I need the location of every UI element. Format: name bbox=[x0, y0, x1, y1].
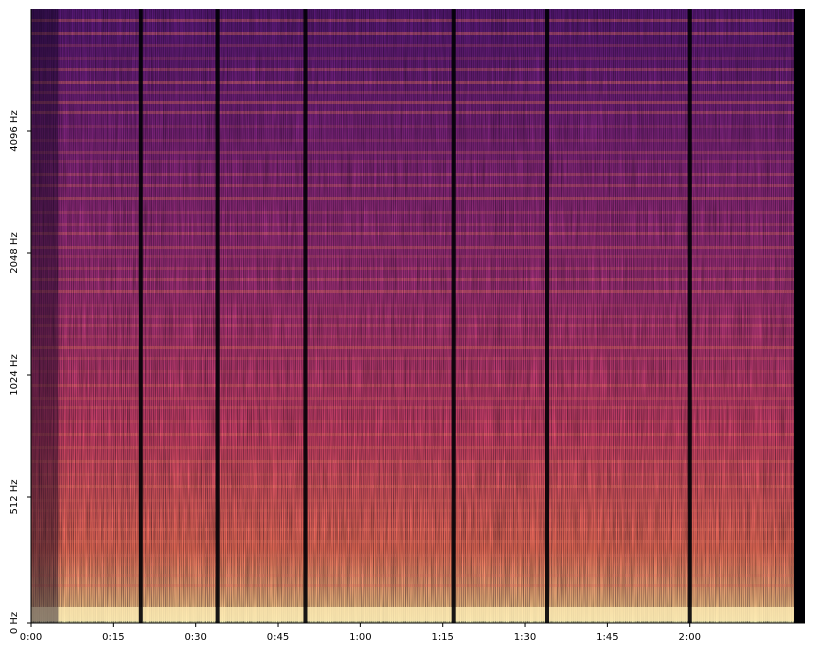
silence-gap bbox=[545, 9, 549, 623]
silence-gap bbox=[451, 9, 456, 623]
x-axis: 0:00 0:15 0:30 0:45 1:00 1:15 1:30 1:45 2:00 bbox=[20, 622, 805, 643]
silence-gap bbox=[303, 9, 308, 623]
x-tick-label: 0:45 bbox=[267, 632, 289, 643]
silence-gap bbox=[687, 9, 692, 623]
y-tick-label: 1024 Hz bbox=[9, 354, 20, 395]
x-tick-label: 0:30 bbox=[184, 632, 206, 643]
y-tick-label: 4096 Hz bbox=[9, 110, 20, 151]
spectrogram-noise bbox=[31, 9, 805, 623]
x-tick-label: 1:30 bbox=[514, 632, 536, 643]
x-tick-label: 1:00 bbox=[349, 632, 371, 643]
y-tick-label: 512 Hz bbox=[9, 479, 20, 514]
x-tick-label: 0:00 bbox=[20, 632, 42, 643]
silence-gap bbox=[138, 9, 143, 623]
y-axis: 0 Hz 512 Hz 1024 Hz 2048 Hz 4096 Hz bbox=[9, 9, 32, 634]
silent-tail bbox=[794, 9, 805, 623]
low-frequency-band bbox=[31, 607, 805, 621]
y-tick-label: 0 Hz bbox=[9, 612, 20, 634]
x-tick-label: 1:45 bbox=[596, 632, 618, 643]
silence-gap bbox=[215, 9, 220, 623]
plot-area bbox=[31, 9, 805, 623]
x-tick-label: 1:15 bbox=[431, 632, 453, 643]
intro-region bbox=[31, 9, 59, 623]
y-tick-label: 2048 Hz bbox=[9, 232, 20, 273]
x-tick-label: 2:00 bbox=[678, 632, 700, 643]
x-tick-label: 0:15 bbox=[102, 632, 124, 643]
